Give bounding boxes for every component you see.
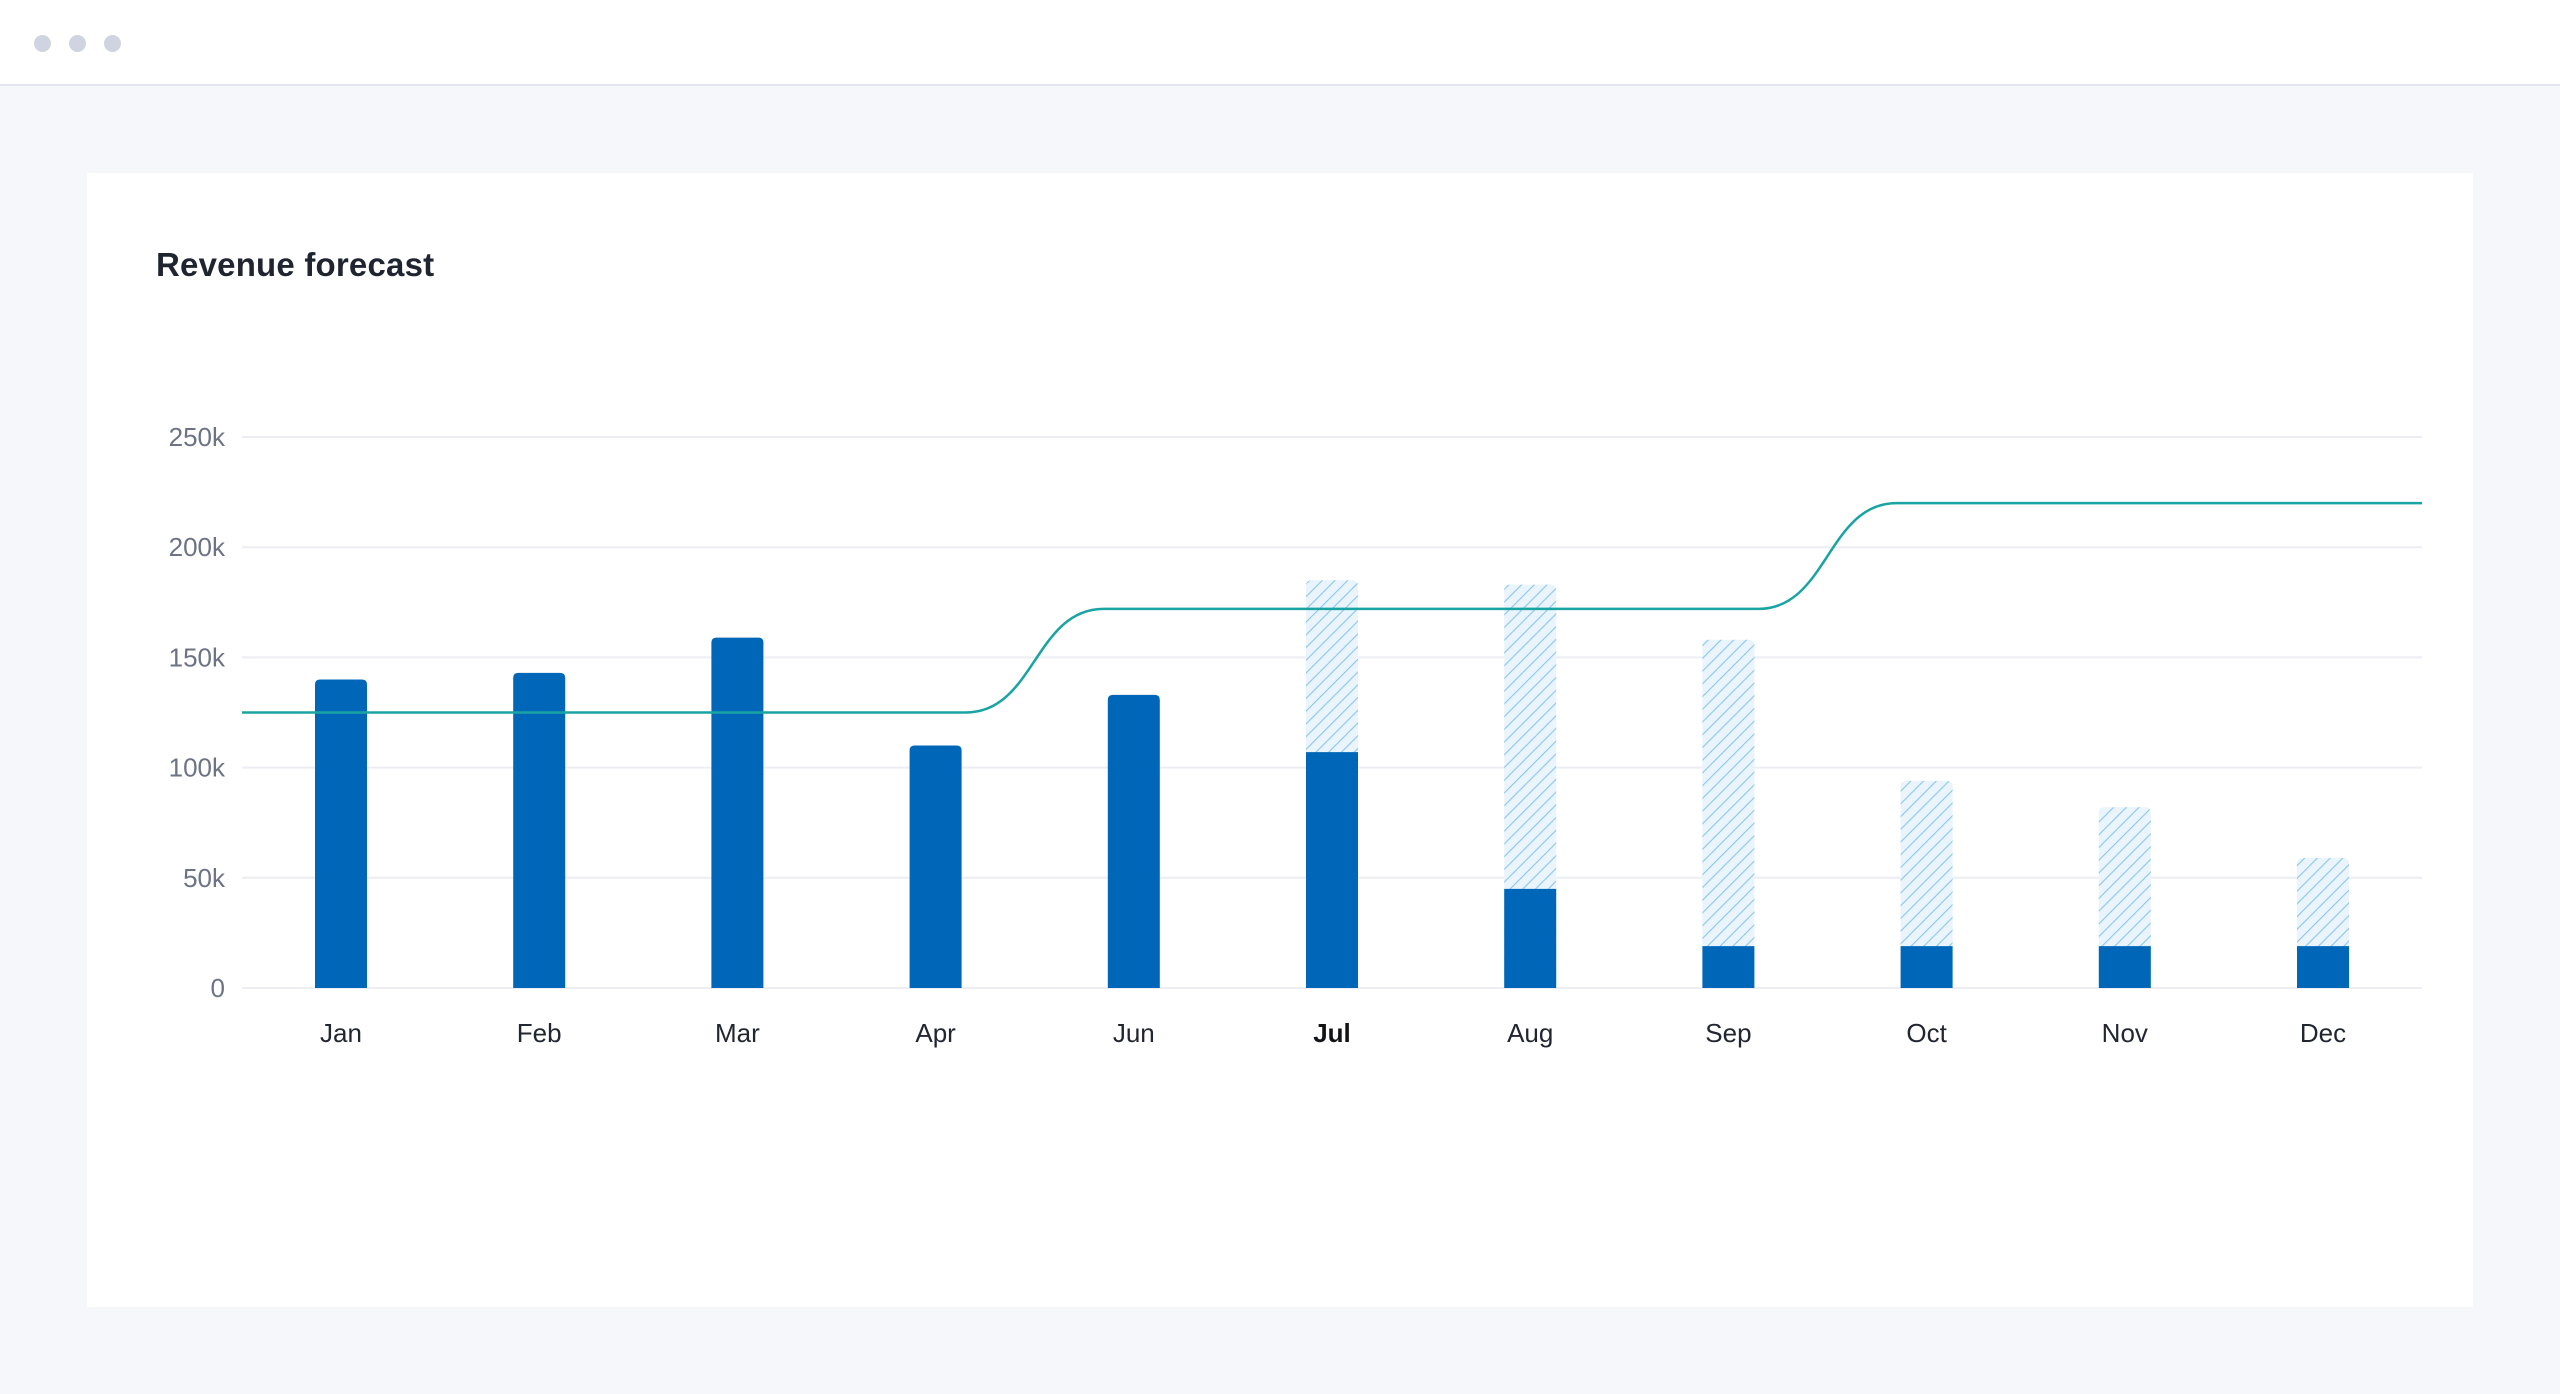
actual-bar[interactable] — [909, 745, 962, 988]
y-tick-label: 200k — [169, 532, 226, 562]
actual-bar[interactable] — [1702, 946, 1755, 988]
x-tick-label: Feb — [517, 1018, 562, 1048]
y-tick-label: 150k — [169, 642, 226, 672]
actual-bar[interactable] — [315, 679, 367, 988]
actual-bar[interactable] — [1306, 752, 1358, 988]
actual-bar[interactable] — [1107, 694, 1160, 988]
x-tick-label: Oct — [1906, 1018, 1947, 1048]
target-line — [242, 501, 2422, 714]
x-tick-label: Nov — [2102, 1018, 2148, 1048]
forecast-bar[interactable] — [1900, 780, 1953, 988]
y-tick-label: 100k — [169, 753, 226, 783]
window-dot-icon[interactable] — [69, 35, 86, 52]
revenue-forecast-card: Revenue forecast 0 50k 100k 150k 200k 250k Jan… — [87, 173, 2473, 1307]
forecast-bar[interactable] — [1504, 584, 1557, 988]
actual-bar[interactable] — [1900, 946, 1953, 988]
x-tick-label: Jan — [320, 1018, 362, 1048]
window-dot-icon[interactable] — [104, 35, 121, 52]
actual-bar[interactable] — [2098, 946, 2151, 988]
forecast-bar[interactable] — [1702, 639, 1755, 988]
x-tick-label: Jun — [1113, 1018, 1155, 1048]
forecast-bar[interactable] — [2098, 807, 2151, 988]
window-title-bar — [0, 0, 2560, 86]
actual-bar[interactable] — [513, 672, 566, 988]
actual-bar[interactable] — [1504, 888, 1557, 988]
x-tick-label: Aug — [1507, 1018, 1553, 1048]
revenue-forecast-chart: 0 50k 100k 150k 200k 250k Jan Feb Mar Apr Jun Jul Au… — [169, 422, 2422, 1048]
actual-bar[interactable] — [711, 637, 764, 988]
x-tick-label: Mar — [715, 1018, 760, 1048]
x-tick-label: Apr — [915, 1018, 956, 1048]
x-tick-label: Sep — [1705, 1018, 1751, 1048]
x-tick-label: Dec — [2300, 1018, 2346, 1048]
actual-bar[interactable] — [2297, 946, 2349, 988]
y-tick-label: 50k — [183, 863, 226, 893]
y-tick-label: 0 — [211, 973, 225, 1003]
window-dot-icon[interactable] — [34, 35, 51, 52]
y-tick-label: 250k — [169, 422, 226, 452]
x-tick-label: Jul — [1313, 1018, 1351, 1048]
chart-title: Revenue forecast — [156, 246, 435, 283]
